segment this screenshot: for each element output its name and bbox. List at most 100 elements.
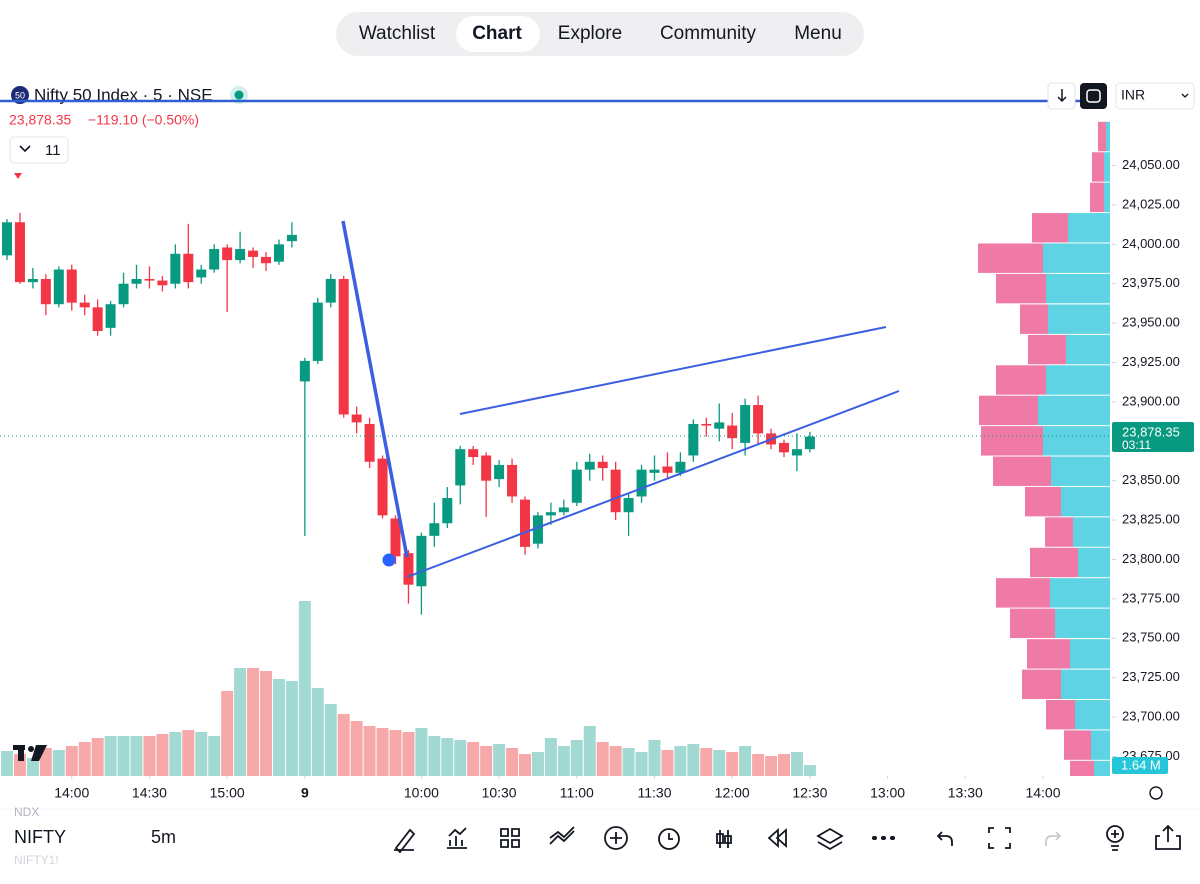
profile-sell bbox=[996, 365, 1046, 395]
volume-bar bbox=[104, 736, 117, 776]
volume-bar bbox=[298, 601, 311, 776]
profile-buy bbox=[1104, 182, 1110, 213]
undo-icon[interactable] bbox=[936, 831, 953, 846]
replay-icon[interactable] bbox=[767, 827, 787, 849]
candle-body bbox=[157, 280, 168, 286]
volume-bar bbox=[713, 750, 726, 776]
draw-icon[interactable] bbox=[394, 828, 416, 854]
candle-body bbox=[779, 442, 789, 453]
volume-bar bbox=[778, 754, 790, 776]
candle-body bbox=[79, 302, 90, 308]
ticker: NIFTY bbox=[14, 827, 66, 847]
volume-bar bbox=[648, 740, 661, 776]
candle-body bbox=[312, 302, 323, 361]
volume-bar bbox=[285, 681, 298, 776]
volume-bar bbox=[234, 668, 247, 776]
candle-body bbox=[2, 222, 12, 256]
volume-bar bbox=[674, 746, 687, 776]
x-tick-label: 10:00 bbox=[404, 785, 439, 801]
candle-body bbox=[520, 499, 530, 547]
add-icon[interactable] bbox=[604, 826, 628, 850]
profile-sell bbox=[981, 426, 1043, 456]
layers-icon[interactable] bbox=[816, 827, 844, 851]
indicator-count: 11 bbox=[45, 142, 61, 159]
price: 23,878.35 bbox=[9, 112, 71, 128]
status-dot bbox=[234, 90, 244, 100]
candle-body bbox=[144, 278, 155, 281]
candle-icon[interactable] bbox=[716, 830, 732, 848]
y-tick-label: 23,825.00 bbox=[1122, 512, 1180, 527]
profile-buy bbox=[1091, 730, 1110, 760]
indicators-icon[interactable] bbox=[447, 827, 467, 849]
indicator-toggle[interactable] bbox=[9, 136, 69, 164]
y-tick-label: 23,700.00 bbox=[1122, 709, 1180, 724]
candle-body bbox=[688, 423, 699, 456]
profile-sell bbox=[979, 395, 1038, 426]
candle-body bbox=[40, 278, 51, 305]
x-tick-label: 15:00 bbox=[210, 785, 245, 801]
compare-icon[interactable] bbox=[549, 826, 575, 845]
interval[interactable]: 5m bbox=[151, 827, 176, 847]
y-tick-label: 23,975.00 bbox=[1122, 275, 1180, 290]
volume-bar bbox=[182, 730, 195, 776]
y-tick-label: 24,025.00 bbox=[1122, 196, 1180, 211]
candle-body bbox=[675, 461, 686, 473]
nav-tab[interactable]: Explore bbox=[558, 23, 622, 44]
volume-bar bbox=[493, 744, 506, 776]
nav-tab[interactable]: Community bbox=[660, 23, 757, 44]
exchange: NDX bbox=[14, 805, 39, 819]
event-marker[interactable] bbox=[382, 553, 396, 567]
x-tick-label: 10:30 bbox=[482, 785, 517, 801]
candle-body bbox=[196, 269, 207, 278]
candle-body bbox=[222, 247, 233, 261]
y-tick-label: 23,750.00 bbox=[1122, 630, 1180, 645]
fullscreen-button[interactable] bbox=[1080, 83, 1107, 109]
volume-bar bbox=[91, 738, 104, 776]
candle-body bbox=[261, 256, 271, 264]
volume-bar bbox=[506, 748, 519, 776]
candle-body bbox=[273, 244, 284, 262]
alert-icon[interactable] bbox=[658, 828, 680, 850]
volume-bar bbox=[52, 750, 65, 776]
candle-body bbox=[532, 515, 543, 544]
fullscreen-icon[interactable] bbox=[988, 827, 1011, 849]
nav-tab[interactable]: Chart bbox=[472, 23, 522, 44]
currency-select[interactable] bbox=[1115, 82, 1195, 110]
y-tick-label: 23,925.00 bbox=[1122, 354, 1180, 369]
volume-bar bbox=[635, 752, 648, 776]
x-tick-label: 12:30 bbox=[792, 785, 827, 801]
settings-icon[interactable] bbox=[1149, 786, 1163, 800]
profile-buy bbox=[1055, 608, 1110, 639]
change: −119.10 (−0.50%) bbox=[88, 112, 199, 128]
volume-bar bbox=[65, 746, 78, 776]
candle-body bbox=[27, 278, 38, 283]
volume-bar bbox=[195, 732, 208, 776]
candle-body bbox=[791, 449, 802, 456]
share-icon[interactable] bbox=[1155, 824, 1181, 850]
candle-body bbox=[584, 461, 595, 470]
volume-bar bbox=[622, 748, 635, 776]
profile-sell bbox=[1032, 213, 1068, 243]
profile-buy bbox=[1104, 152, 1110, 182]
profile-sell bbox=[1027, 639, 1070, 669]
profile-buy bbox=[1046, 365, 1110, 395]
x-tick-label: 14:30 bbox=[132, 785, 167, 801]
badge-text: 50 bbox=[15, 90, 25, 100]
profile-buy bbox=[1043, 243, 1110, 273]
x-tick-label: 14:00 bbox=[1025, 785, 1060, 801]
profile-sell bbox=[1090, 182, 1104, 213]
volume-tag bbox=[1112, 757, 1168, 774]
profile-buy bbox=[1061, 669, 1110, 700]
x-tick-label: 12:00 bbox=[715, 785, 750, 801]
layout-icon[interactable] bbox=[500, 828, 520, 848]
idea-icon[interactable] bbox=[1106, 825, 1124, 843]
candle-body bbox=[131, 278, 142, 284]
badge bbox=[11, 86, 29, 104]
nav-tab[interactable]: Watchlist bbox=[359, 23, 436, 44]
volume-label: 1.64 M bbox=[1121, 757, 1161, 772]
nav-tab[interactable]: Menu bbox=[794, 23, 842, 44]
volume-bar bbox=[765, 756, 778, 776]
toolbar bbox=[394, 824, 1181, 854]
candle-body bbox=[351, 414, 362, 423]
